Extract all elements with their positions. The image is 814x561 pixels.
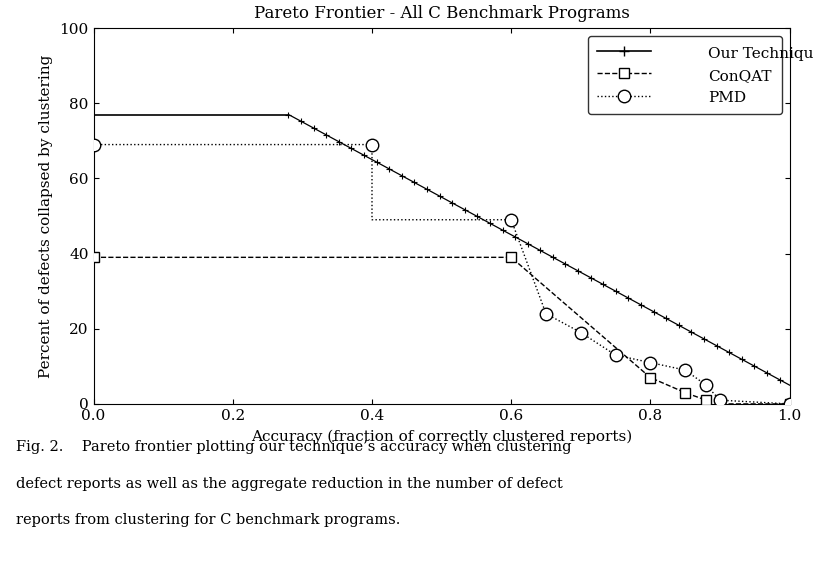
Legend: Our Technique, ConQAT, PMD: Our Technique, ConQAT, PMD <box>588 36 782 114</box>
Text: defect reports as well as the aggregate reduction in the number of defect: defect reports as well as the aggregate … <box>16 477 563 491</box>
X-axis label: Accuracy (fraction of correctly clustered reports): Accuracy (fraction of correctly clustere… <box>251 430 632 444</box>
Text: reports from clustering for C benchmark programs.: reports from clustering for C benchmark … <box>16 513 400 527</box>
Text: Fig. 2.    Pareto frontier plotting our technique’s accuracy when clustering: Fig. 2. Pareto frontier plotting our tec… <box>16 440 571 454</box>
Y-axis label: Percent of defects collapsed by clustering: Percent of defects collapsed by clusteri… <box>38 54 53 378</box>
Title: Pareto Frontier - All C Benchmark Programs: Pareto Frontier - All C Benchmark Progra… <box>254 5 629 22</box>
